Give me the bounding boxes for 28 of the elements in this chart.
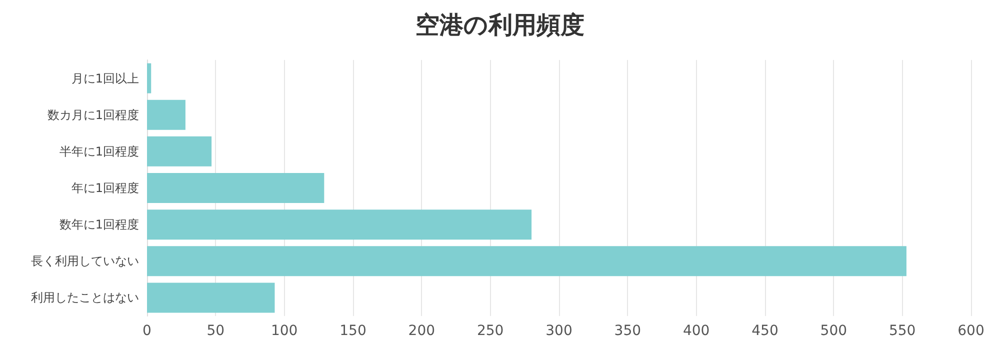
y-tick-label: 月に1回以上 <box>71 71 139 86</box>
chart-title: 空港の利用頻度 <box>416 11 584 39</box>
x-tick-label: 300 <box>546 323 572 339</box>
x-tick-label: 450 <box>752 323 778 339</box>
bar <box>147 173 324 203</box>
bar <box>147 246 906 276</box>
bar <box>147 210 532 240</box>
x-tick-label: 150 <box>340 323 366 339</box>
x-tick-label: 400 <box>682 323 710 339</box>
bar <box>147 282 275 313</box>
y-tick-label: 数年に1回程度 <box>59 218 139 232</box>
x-tick-label: 100 <box>270 323 298 339</box>
x-tick-label: 200 <box>408 323 436 339</box>
x-tick-label: 0 <box>142 323 152 339</box>
y-tick-label: 年に1回程度 <box>71 181 139 195</box>
x-tick-label: 500 <box>820 323 848 339</box>
bar <box>147 100 186 130</box>
x-tick-label: 50 <box>206 323 225 339</box>
x-tick-label: 350 <box>614 323 642 339</box>
y-tick-label: 長く利用していない <box>31 254 139 268</box>
y-tick-label: 利用したことはない <box>31 290 139 305</box>
y-tick-label: 数カ月に1回程度 <box>47 108 139 122</box>
bar <box>147 136 212 166</box>
y-tick-label: 半年に1回程度 <box>59 144 139 158</box>
x-tick-label: 250 <box>476 323 504 339</box>
bar <box>147 63 152 94</box>
x-tick-label: 550 <box>888 323 916 339</box>
x-tick-label: 600 <box>958 323 984 339</box>
